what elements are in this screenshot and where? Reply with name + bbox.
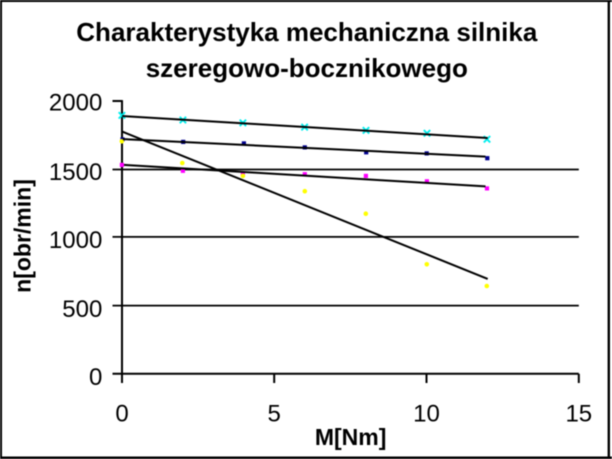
svg-text:2000: 2000 <box>49 90 102 117</box>
svg-text:5: 5 <box>268 400 281 427</box>
svg-text:M[Nm]: M[Nm] <box>315 424 387 450</box>
svg-text:Charakterystyka mechaniczna si: Charakterystyka mechaniczna silnika <box>76 17 538 47</box>
svg-text:0: 0 <box>115 400 128 427</box>
svg-text:10: 10 <box>413 400 440 427</box>
svg-text:1500: 1500 <box>49 159 102 186</box>
svg-text:0: 0 <box>89 364 102 391</box>
svg-text:szeregowo-bocznikowego: szeregowo-bocznikowego <box>146 53 468 83</box>
svg-text:n[obr/min]: n[obr/min] <box>10 179 36 293</box>
svg-text:15: 15 <box>565 400 592 427</box>
svg-text:1000: 1000 <box>49 227 102 254</box>
svg-text:500: 500 <box>62 296 102 323</box>
